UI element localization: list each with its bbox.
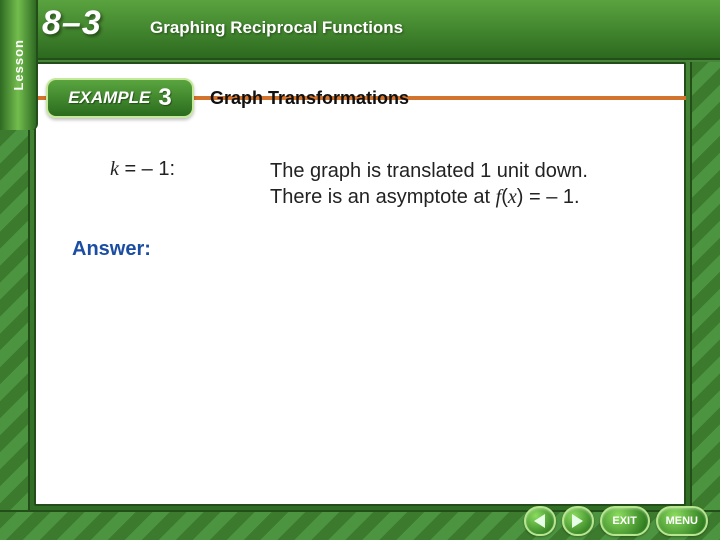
forward-button[interactable] <box>562 506 594 536</box>
pattern-left-band <box>0 62 30 540</box>
example-label: EXAMPLE <box>68 88 150 108</box>
chapter-title: Graphing Reciprocal Functions <box>150 18 680 38</box>
fx-x: x <box>508 186 517 208</box>
slide-page: 8–3 Graphing Reciprocal Functions Lesson… <box>0 0 720 540</box>
k-variable: k <box>110 158 119 180</box>
chapter-header-bar: 8–3 Graphing Reciprocal Functions <box>0 0 720 60</box>
back-button[interactable] <box>524 506 556 536</box>
lesson-tab: Lesson <box>0 0 38 130</box>
example-number: 3 <box>158 84 171 112</box>
description-line1: The graph is translated 1 unit down. <box>270 160 588 182</box>
fx-rest: ) = – 1. <box>517 186 580 208</box>
content-panel <box>34 62 686 506</box>
answer-label: Answer: <box>72 238 151 261</box>
example-badge: EXAMPLE 3 <box>46 78 194 118</box>
k-statement: k = – 1: <box>110 158 175 181</box>
exit-button[interactable]: EXIT <box>600 506 650 536</box>
description-line2a: There is an asymptote at <box>270 186 496 208</box>
lesson-tab-label: Lesson <box>11 39 26 91</box>
k-value-text: = – 1: <box>119 158 175 180</box>
menu-button[interactable]: MENU <box>656 506 708 536</box>
fx-paren-open: ( <box>501 186 508 208</box>
section-title: Graph Transformations <box>210 88 409 109</box>
nav-button-group: EXIT MENU <box>524 506 708 536</box>
chapter-number: 8–3 <box>42 4 102 43</box>
pattern-right-band <box>690 62 720 540</box>
description-text: The graph is translated 1 unit down. The… <box>270 158 660 210</box>
